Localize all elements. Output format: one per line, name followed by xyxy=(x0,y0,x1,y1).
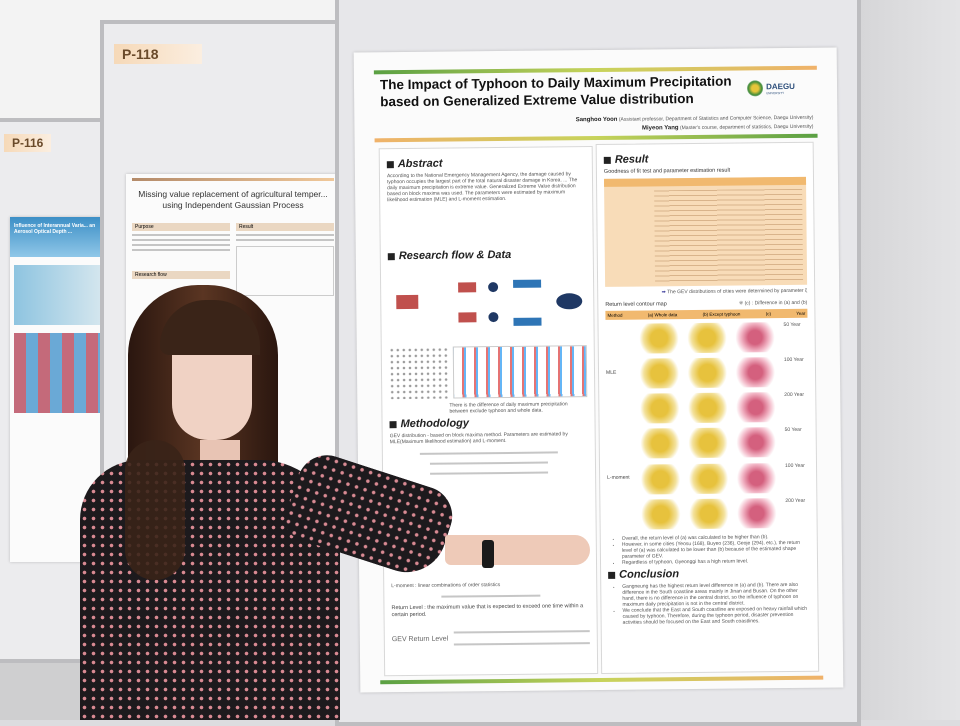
header-cell: Method xyxy=(607,312,623,318)
methodology-lower: L-moment : linear combinations of order … xyxy=(391,581,590,649)
section-methodology: Methodology xyxy=(389,416,587,430)
section-heading: Abstract xyxy=(397,157,443,171)
logo-text: DAEGU xyxy=(765,81,795,91)
header-cell: (a) Whole data xyxy=(647,312,678,318)
neighbor-poster-title: Influence of Interannual Varia... an Aer… xyxy=(10,217,110,257)
logo-subtext: UNIVERSITY xyxy=(766,90,785,95)
year-label: 200 Year xyxy=(785,497,806,504)
section-heading: Research flow & Data xyxy=(398,248,512,263)
neighbor-poster-title: Missing value replacement of agricultura… xyxy=(138,189,328,210)
section-heading: Conclusion xyxy=(619,568,680,581)
board-label: P-118 xyxy=(114,44,202,64)
flow-note: There is the difference of daily maximum… xyxy=(449,401,568,415)
section-abstract: Abstract xyxy=(386,156,585,171)
result-bullet: However, in some cities (Yeosu (168), Bu… xyxy=(622,540,810,560)
poster-left-column: Abstract According to the National Emerg… xyxy=(378,146,599,677)
section-heading: Result xyxy=(236,223,334,231)
data-charts xyxy=(388,345,588,400)
poster-right-column: Result Goodness of fit test and paramete… xyxy=(595,141,820,674)
contour-note: ※ (c) : Difference in (a) and (b) xyxy=(738,299,808,307)
main-poster: The Impact of Typhoon to Daily Maximum P… xyxy=(353,47,844,693)
result-bullet: Regardless of typhoon, Gyeonggi has a hi… xyxy=(622,558,810,565)
header-cell: Year xyxy=(796,310,806,316)
author-affiliation: (Assistant professor, Department of Stat… xyxy=(618,114,814,123)
watch-icon xyxy=(482,540,494,568)
method-label: MLE xyxy=(605,369,617,376)
section-heading: Methodology xyxy=(400,417,470,431)
section-heading: Purpose xyxy=(132,223,230,231)
return-level-text: Return Level : the maximum value that is… xyxy=(391,603,584,619)
gev-note: The GEV distributions of cities were det… xyxy=(667,287,808,296)
parameter-table xyxy=(603,176,808,287)
method-label: L-moment xyxy=(607,474,630,481)
gev-return-level-label: GEV Return Level xyxy=(391,635,449,643)
gev-text: GEV distribution - based on block maxima… xyxy=(389,431,568,446)
authors: Sanghoo Yoon (Assistant professor, Depar… xyxy=(576,114,814,134)
year-label: 50 Year xyxy=(783,321,801,329)
conclusion-bullet: Gangneung has the highest return level d… xyxy=(622,582,810,608)
section-research-flow: Research flow & Data xyxy=(387,248,586,263)
section-result: Result xyxy=(603,152,806,166)
board-label: P-116 xyxy=(4,134,52,152)
lmoment-text: L-moment : linear combinations of order … xyxy=(391,582,501,590)
section-conclusion: Conclusion xyxy=(608,567,810,581)
author-name: Miyeon Yang xyxy=(641,125,679,132)
year-label: 100 Year xyxy=(783,357,804,364)
section-heading: Research flow xyxy=(132,271,230,279)
hand xyxy=(445,535,590,565)
header-cell: (c) xyxy=(765,311,771,317)
header-cell: (b) Except typhoon xyxy=(702,311,741,317)
author-affiliation: (Master's course, department of statisti… xyxy=(679,123,814,132)
section-heading: Result xyxy=(614,153,649,166)
university-logo: DAEGU UNIVERSITY xyxy=(746,80,795,97)
gof-heading: Goodness of fit test and parameter estim… xyxy=(603,167,731,175)
contour-map-grid: MLE L-moment 50 Year 100 Year 200 Year 50… xyxy=(605,318,809,530)
year-label: 50 Year xyxy=(784,427,802,434)
author-name: Sanghoo Yoon xyxy=(575,116,618,124)
contour-heading: Return level contour map xyxy=(605,301,667,308)
wall xyxy=(860,0,960,720)
year-label: 200 Year xyxy=(784,392,805,399)
abstract-text: According to the National Emergency Mana… xyxy=(386,171,578,204)
poster-title: The Impact of Typhoon to Daily Maximum P… xyxy=(380,73,732,111)
title-line: based on Generalized Extreme Value distr… xyxy=(380,90,694,110)
flow-diagram xyxy=(388,263,587,347)
year-label: 100 Year xyxy=(784,462,805,469)
conclusion-bullet: We conclude that the East and South coas… xyxy=(622,606,810,626)
